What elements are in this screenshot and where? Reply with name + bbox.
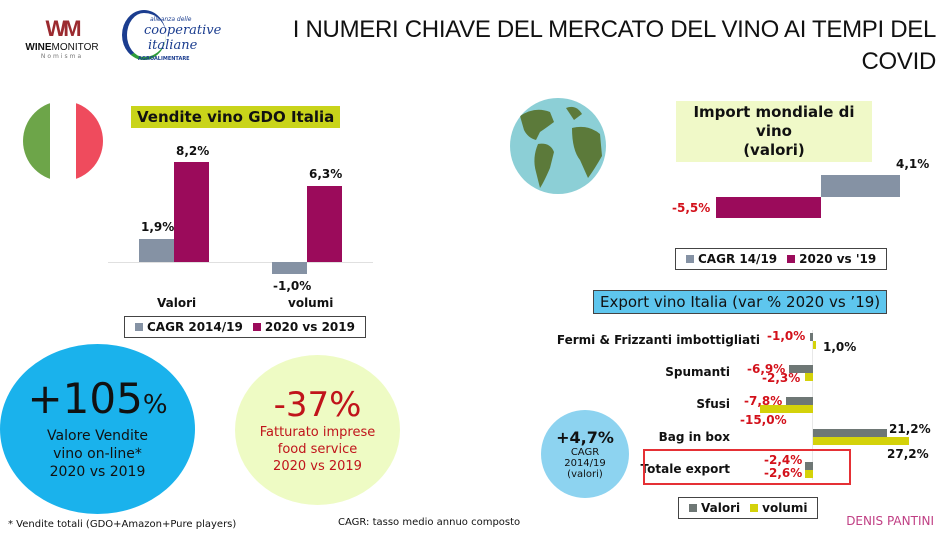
globe-icon [510, 98, 606, 194]
coop-line1: alleanza delle [150, 16, 192, 23]
kpi-online-circle: +105% Valore Vendite vino on-line* 2020 … [0, 344, 195, 514]
page-title: I NUMERI CHIAVE DEL MERCATO DEL VINO AI … [292, 16, 937, 75]
export-label: -2,3% [762, 371, 801, 385]
coop-arc-icon [122, 10, 166, 60]
export-label: -7,8% [744, 394, 783, 408]
kpi-food-value: -37% [273, 384, 362, 425]
export-bar-volumi [760, 405, 813, 413]
import-chart-title: Import mondiale di vino (valori) [676, 101, 872, 162]
coop-line3: italiane [148, 38, 198, 53]
export-category: Totale export [640, 462, 730, 476]
export-bar-valori [786, 397, 813, 405]
export-label: -15,0% [740, 413, 787, 427]
export-bar-valori [789, 365, 813, 373]
export-label: 21,2% [889, 422, 931, 436]
export-chart-title: Export vino Italia (var % 2020 vs ’19) [593, 290, 888, 314]
kpi-cagr-circle: +4,7% CAGR 2014/19 (valori) [541, 410, 629, 498]
logo-name-light: MONITOR [51, 42, 99, 53]
import-label: -5,5% [672, 201, 711, 215]
totale-export-highlight [643, 449, 851, 485]
export-category: Fermi & Frizzanti imbottigliati [556, 333, 760, 347]
gdo-axis [108, 262, 373, 263]
import-bar-2020 [716, 197, 821, 218]
gdo-chart-title: Vendite vino GDO Italia [131, 106, 341, 128]
logo-sub: Nomisma [40, 53, 84, 60]
export-label: 27,2% [887, 447, 929, 461]
kpi-foodservice-circle: -37% Fatturato imprese food service 2020… [235, 355, 400, 505]
gdo-category: volumi [288, 296, 334, 310]
gdo-category: Valori [157, 296, 197, 310]
export-bar-valori [813, 429, 887, 437]
gdo-bar-volumi-2020 [307, 186, 342, 262]
export-label: -2,6% [764, 466, 803, 480]
legend-swatch [252, 323, 261, 331]
export-bar-volumi [805, 373, 813, 381]
export-legend: Valori volumi [678, 497, 819, 519]
export-bar-volumi [805, 470, 813, 478]
cooperative-logo: alleanza delle cooperative italiane AGRO… [122, 10, 221, 66]
winemonitor-mark: WM [45, 16, 81, 41]
logo-name-bold: WINE [25, 42, 52, 53]
export-label: -2,4% [764, 453, 803, 467]
import-legend: CAGR 14/19 2020 vs '19 [675, 248, 888, 270]
cagr-definition: CAGR: tasso medio annuo composto [338, 517, 521, 528]
gdo-legend: CAGR 2014/19 2020 vs 2019 [124, 316, 366, 338]
import-label: 4,1% [896, 157, 930, 171]
gdo-bar-volumi-cagr [272, 262, 307, 274]
gdo-bar-valori-2020 [174, 162, 209, 262]
import-bar-cagr [821, 175, 900, 197]
gdo-label: 6,3% [309, 167, 343, 181]
legend-swatch [689, 504, 697, 512]
legend-swatch [135, 323, 143, 331]
export-category: Bag in box [658, 430, 730, 444]
kpi-online-value: +105 [27, 374, 143, 423]
export-bar-volumi [813, 437, 909, 445]
coop-line2: cooperative [144, 23, 222, 38]
footnote: * Vendite totali (GDO+Amazon+Pure player… [8, 519, 237, 530]
export-bar-volumi [813, 341, 816, 349]
legend-swatch [750, 504, 759, 512]
export-bar-valori [810, 333, 813, 341]
legend-swatch [787, 255, 796, 263]
export-label: -6,9% [747, 362, 786, 376]
export-category: Sfusi [696, 397, 730, 411]
legend-swatch [686, 255, 694, 263]
winemonitor-logo: WM WINEMONITOR Nomisma [22, 16, 102, 60]
kpi-cagr-value: +4,7% [556, 428, 614, 447]
export-category: Spumanti [665, 365, 730, 379]
export-label: -1,0% [767, 329, 806, 343]
export-label: 1,0% [823, 340, 857, 354]
gdo-label: 8,2% [176, 144, 210, 158]
export-bar-valori [805, 462, 813, 470]
author: DENIS PANTINI [846, 514, 934, 528]
gdo-label: 1,9% [141, 220, 175, 234]
italy-flag-icon [23, 101, 103, 181]
gdo-label: -1,0% [273, 279, 312, 293]
gdo-bar-valori-cagr [139, 239, 174, 262]
coop-line4: AGROALIMENTARE [138, 56, 190, 62]
